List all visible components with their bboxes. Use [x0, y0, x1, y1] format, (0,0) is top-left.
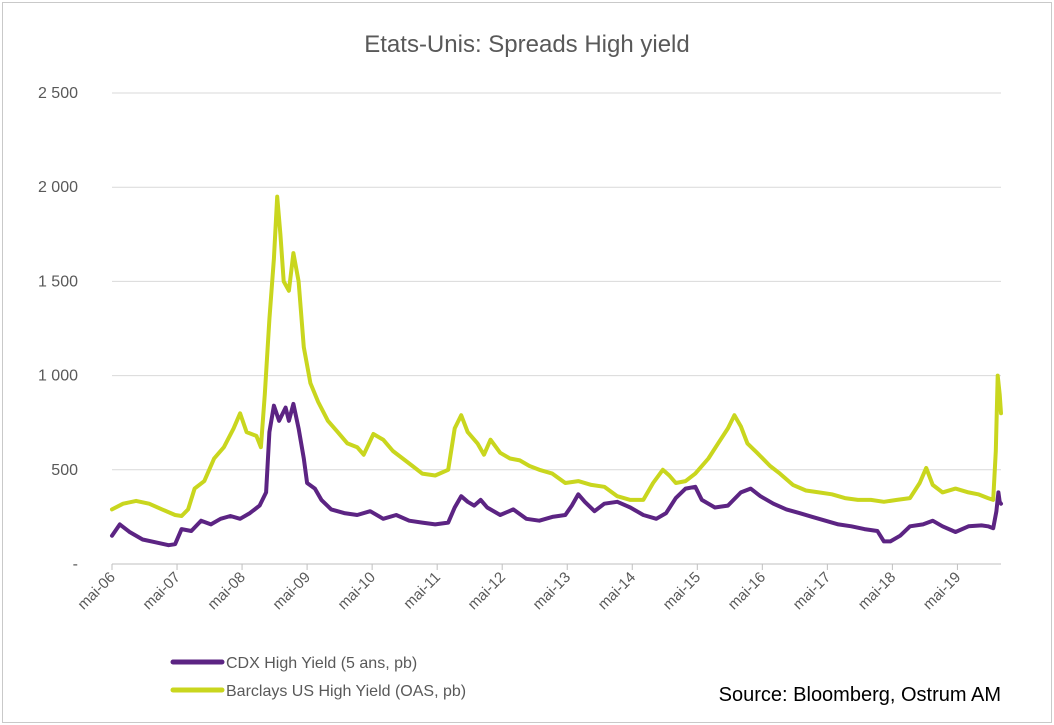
x-tick-label: mai-19 [920, 569, 964, 613]
gridlines [112, 92, 1001, 471]
y-tick-label: - [73, 556, 78, 573]
chart-title: Etats-Unis: Spreads High yield [364, 31, 689, 58]
x-tick-label: mai-06 [74, 569, 118, 613]
legend-label: CDX High Yield (5 ans, pb) [226, 655, 417, 672]
source-note: Source: Bloomberg, Ostrum AM [719, 684, 1001, 706]
series-lines [110, 194, 1003, 548]
y-tick-label: 2 500 [38, 85, 78, 102]
x-tick-label: mai-13 [530, 569, 574, 613]
y-tick-label: 2 000 [38, 179, 78, 196]
y-tick-label: 1 500 [38, 273, 78, 290]
x-tick-label: mai-15 [660, 569, 704, 613]
x-tick-label: mai-12 [465, 569, 509, 613]
y-axis-ticks: - 500 1 000 1 500 2 000 2 500 [38, 85, 78, 573]
x-axis: mai-06 mai-07 mai-08 mai-09 mai-10 mai-11 mai-… [74, 563, 1001, 613]
x-tick-label: mai-11 [400, 569, 444, 613]
y-tick-label: 1 000 [38, 368, 78, 385]
legend: CDX High Yield (5 ans, pb) Barclays US Hi… [170, 655, 466, 700]
x-tick-label: mai-07 [139, 569, 183, 613]
x-tick-label: mai-17 [790, 569, 834, 613]
series-line-0 [110, 401, 1003, 548]
x-tick-label: mai-14 [595, 569, 639, 613]
legend-label: Barclays US High Yield (OAS, pb) [226, 683, 466, 700]
y-tick-label: 500 [51, 462, 78, 479]
series-line-1 [110, 194, 1003, 518]
x-tick-label: mai-16 [725, 569, 769, 613]
x-tick-label: mai-10 [335, 569, 379, 613]
x-tick-label: mai-08 [204, 569, 248, 613]
x-tick-label: mai-09 [269, 569, 313, 613]
x-tick-label: mai-18 [855, 569, 899, 613]
